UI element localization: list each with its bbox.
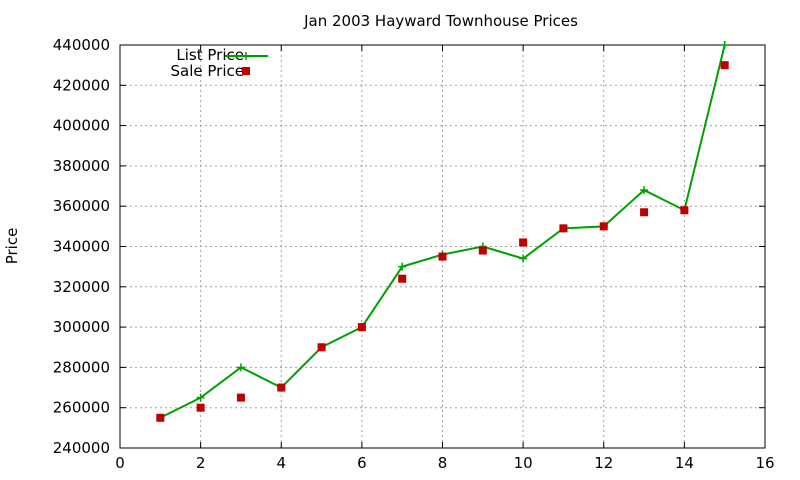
y-axis-label: Price xyxy=(3,228,21,265)
sale-price-point xyxy=(720,61,729,70)
y-tick-label: 440000 xyxy=(53,36,110,54)
y-tick-label: 300000 xyxy=(53,318,110,336)
sale-price-point xyxy=(317,343,326,352)
sale-price-point xyxy=(559,224,568,233)
series-layer xyxy=(156,41,729,422)
legend-label-sale-price: Sale Price xyxy=(171,62,244,80)
plot-frame xyxy=(119,44,766,449)
y-tick-label: 260000 xyxy=(53,399,110,417)
legend-marker-sale-price xyxy=(242,67,250,75)
x-tick-label: 2 xyxy=(196,454,206,472)
sale-price-point xyxy=(357,323,366,332)
grid xyxy=(120,45,765,448)
list-price-point xyxy=(196,393,205,402)
x-tick-label: 16 xyxy=(755,454,774,472)
y-tick-label: 280000 xyxy=(53,358,110,376)
sale-price-point xyxy=(640,208,649,217)
list-price-point xyxy=(398,262,407,271)
sale-price-point xyxy=(438,252,447,261)
y-tick-label: 240000 xyxy=(53,439,110,457)
x-tick-label: 0 xyxy=(115,454,125,472)
x-tick-label: 10 xyxy=(514,454,533,472)
x-tick-label: 12 xyxy=(594,454,613,472)
legend-marker-list-price xyxy=(242,52,250,60)
x-tick-label: 14 xyxy=(675,454,694,472)
list-price-point xyxy=(236,363,245,372)
sale-price-point xyxy=(398,274,407,283)
legend: List Price Sale Price xyxy=(171,46,268,80)
y-tick-label: 320000 xyxy=(53,278,110,296)
sale-price-point xyxy=(236,393,245,402)
legend-label-list-price: List Price xyxy=(176,46,244,64)
tick-labels: 0 2 4 6 8 10 12 14 16 240000 260000 280000 300000 320… xyxy=(53,36,775,472)
chart-title: Jan 2003 Hayward Townhouse Prices xyxy=(303,12,578,30)
sale-price-point xyxy=(196,403,205,412)
y-tick-label: 420000 xyxy=(53,76,110,94)
y-tick-label: 400000 xyxy=(53,117,110,135)
sale-price-point xyxy=(680,206,689,215)
sale-price-point xyxy=(599,222,608,231)
sale-price-point xyxy=(277,383,286,392)
sale-price-point xyxy=(478,246,487,255)
list-price-point xyxy=(720,41,729,49)
y-tick-label: 360000 xyxy=(53,197,110,215)
y-tick-label: 340000 xyxy=(53,238,110,256)
list-price-point xyxy=(640,186,649,195)
list-price-point xyxy=(519,254,528,263)
sale-price-point xyxy=(519,238,528,247)
sale-price-point xyxy=(156,413,165,422)
x-tick-label: 8 xyxy=(438,454,448,472)
y-tick-label: 380000 xyxy=(53,157,110,175)
x-tick-label: 6 xyxy=(357,454,367,472)
x-tick-label: 4 xyxy=(276,454,286,472)
